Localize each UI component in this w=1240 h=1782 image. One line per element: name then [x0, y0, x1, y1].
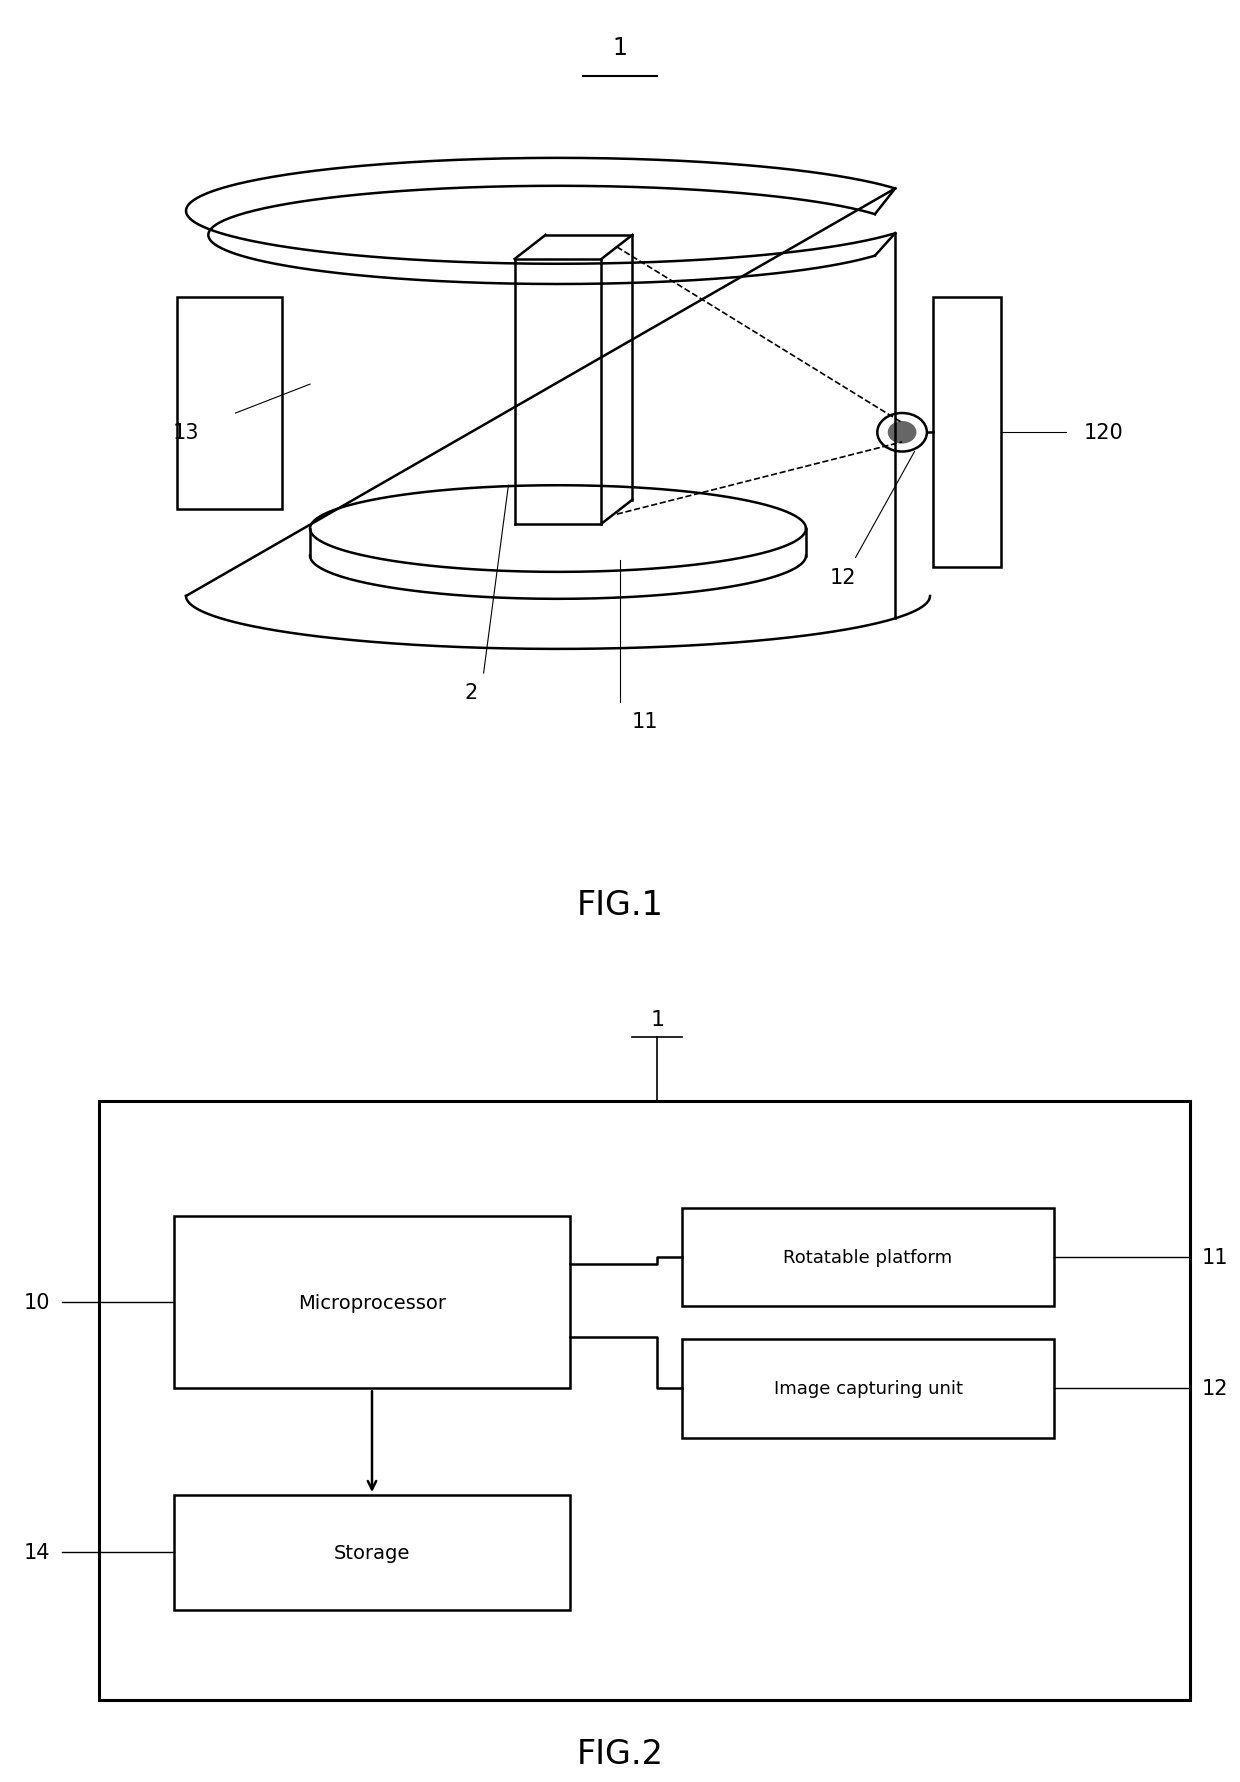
Text: 11: 11 [1202, 1247, 1229, 1267]
Circle shape [888, 422, 915, 444]
Text: 14: 14 [24, 1543, 51, 1563]
Text: 1: 1 [613, 36, 627, 61]
Text: 12: 12 [1202, 1379, 1229, 1399]
Text: 13: 13 [172, 422, 200, 444]
Text: 120: 120 [1084, 422, 1123, 444]
FancyBboxPatch shape [682, 1208, 1054, 1306]
Text: 12: 12 [830, 567, 857, 588]
Text: FIG.2: FIG.2 [577, 1737, 663, 1770]
FancyBboxPatch shape [682, 1340, 1054, 1438]
Text: 10: 10 [24, 1292, 51, 1313]
Text: 2: 2 [465, 683, 477, 702]
Text: FIG.1: FIG.1 [577, 887, 663, 921]
FancyBboxPatch shape [174, 1495, 570, 1609]
Text: Rotatable platform: Rotatable platform [784, 1249, 952, 1267]
FancyBboxPatch shape [174, 1217, 570, 1388]
FancyBboxPatch shape [177, 298, 281, 510]
Text: 1: 1 [650, 1010, 665, 1030]
Text: Image capturing unit: Image capturing unit [774, 1379, 962, 1397]
Text: Storage: Storage [334, 1543, 410, 1563]
FancyBboxPatch shape [99, 1101, 1190, 1700]
FancyBboxPatch shape [932, 298, 1002, 568]
Text: 11: 11 [631, 711, 658, 732]
Text: Microprocessor: Microprocessor [298, 1294, 446, 1312]
